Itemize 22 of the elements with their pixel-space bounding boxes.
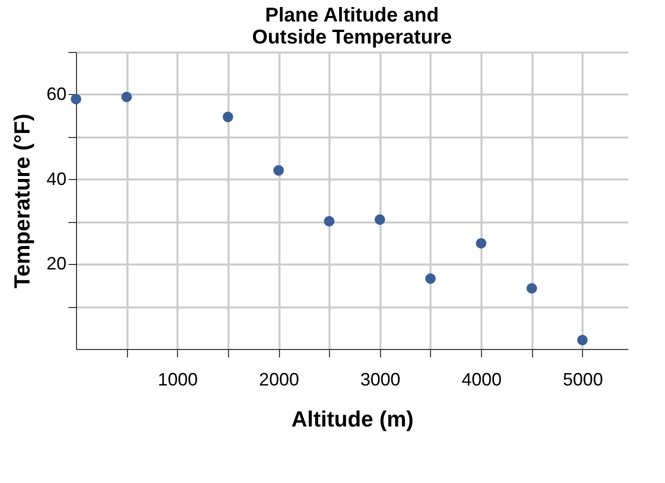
x-tick-label: 5000 bbox=[562, 370, 603, 390]
point bbox=[425, 273, 436, 284]
y-axis-title: Temperature (°F) bbox=[9, 114, 34, 288]
y-tick-label: 60 bbox=[46, 84, 66, 104]
point bbox=[374, 214, 386, 225]
y-tick-label: 40 bbox=[46, 168, 66, 189]
x-tick-label: 3000 bbox=[360, 370, 400, 390]
point bbox=[70, 94, 82, 104]
text: Outside Temperature bbox=[252, 26, 452, 48]
point bbox=[222, 112, 234, 122]
x-axis-title: Altitude (m) bbox=[291, 406, 414, 432]
point bbox=[121, 92, 132, 102]
point bbox=[476, 238, 486, 249]
x-tick-label: 2000 bbox=[259, 370, 300, 390]
x-tick-label: 4000 bbox=[462, 370, 502, 390]
x-tick-label: 1000 bbox=[158, 370, 198, 390]
point bbox=[577, 334, 588, 346]
y-tick-label: 20 bbox=[46, 254, 66, 274]
text: Plane Altitude and bbox=[265, 4, 439, 26]
point bbox=[273, 165, 284, 176]
point bbox=[324, 216, 334, 227]
point bbox=[526, 283, 538, 294]
